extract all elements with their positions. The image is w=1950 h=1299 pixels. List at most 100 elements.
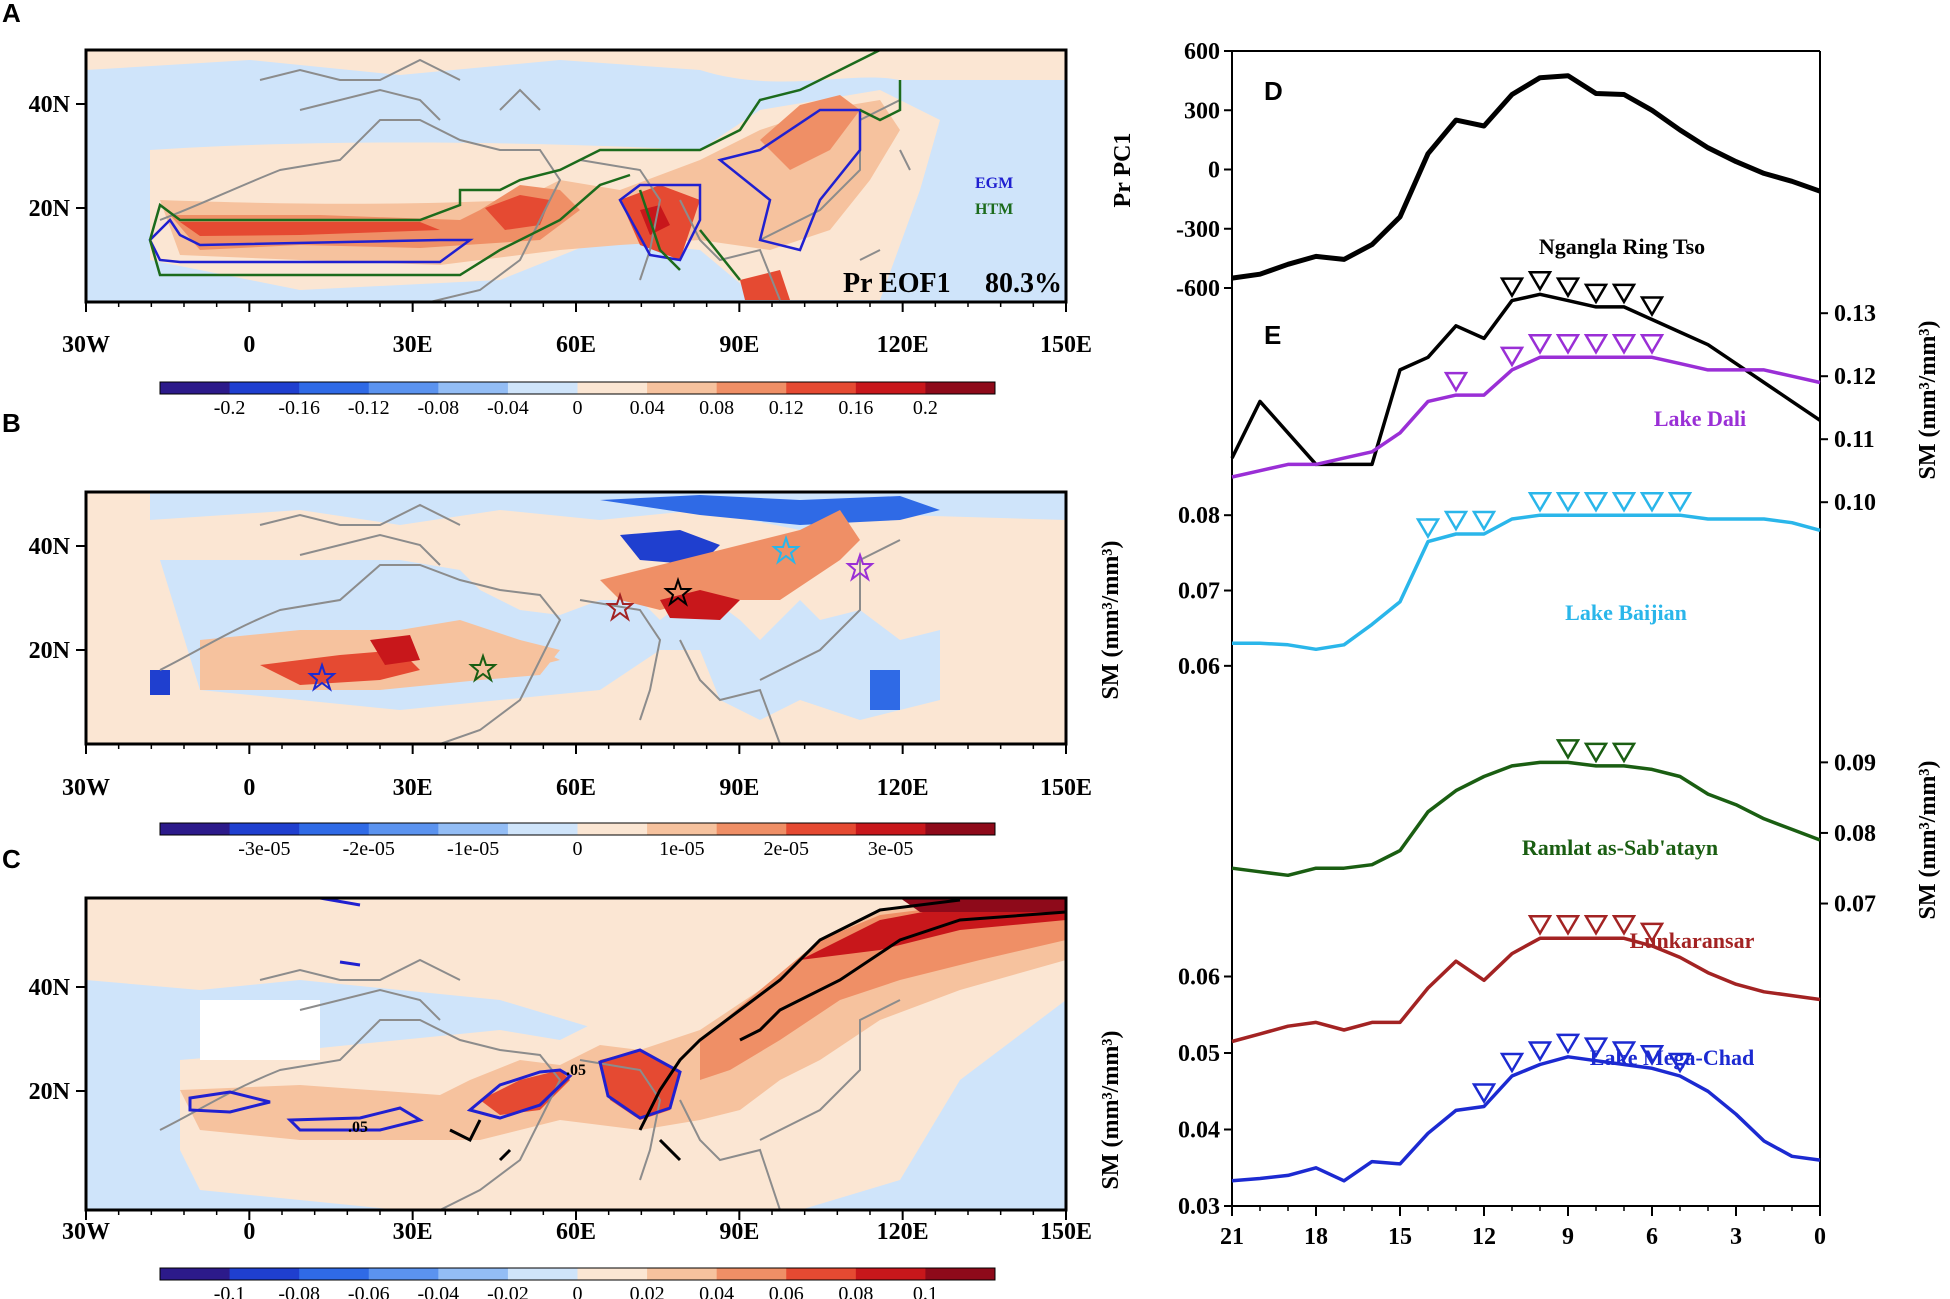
panel-e-peak-marker xyxy=(1667,1052,1693,1074)
panel-e-ytick-label: 0.13 xyxy=(1834,301,1876,327)
panel-e-ytick-label: 0.11 xyxy=(1834,427,1875,453)
map-a-axes: 30W 0 30E 60E 90E 120E 150E 40N 20N xyxy=(29,92,1092,358)
map-b-sudan-core xyxy=(370,635,420,665)
map-lon-tick-label: 0 xyxy=(243,775,255,801)
colorbar-tick-label: 0.04 xyxy=(630,397,665,419)
colorbar-outline xyxy=(159,1267,996,1281)
map-a-coastline xyxy=(159,99,911,302)
panel-e-peak-marker xyxy=(1527,491,1553,513)
colorbar-tick-label: -0.2 xyxy=(214,397,246,419)
map-a-north-band xyxy=(86,50,1066,82)
panel-e-peak-marker xyxy=(1583,334,1609,355)
colorbar-swatch xyxy=(925,1268,996,1280)
colorbar-tick-label: -0.1 xyxy=(214,1283,246,1299)
colorbar-swatch xyxy=(160,382,231,394)
map-lon-tick-label: 60E xyxy=(556,775,596,801)
map-lon-tick-label: 30E xyxy=(393,332,433,358)
colorbar-swatch xyxy=(786,823,857,835)
panel-e-series-label: Lake Baijian xyxy=(1565,600,1687,625)
colorbar-swatch xyxy=(925,823,996,835)
map-b-himalaya-core xyxy=(660,590,740,620)
colorbar-swatch xyxy=(229,382,300,394)
colorbar-swatch xyxy=(647,382,718,394)
colorbar-swatch xyxy=(507,382,578,394)
map-lat-tick-label: 20N xyxy=(29,196,71,222)
panel-d-ytick-label: 300 xyxy=(1184,98,1220,124)
map-c-contour-label-1: .05 xyxy=(348,1119,368,1136)
colorbar-swatch xyxy=(507,1268,578,1280)
map-c-coastline xyxy=(159,958,901,1210)
colorbar-swatch xyxy=(855,823,926,835)
panel-e-ytick-label: 0.07 xyxy=(1178,579,1220,605)
colorbar-tick-label: -0.16 xyxy=(278,397,320,419)
panel-e-ytick-label: 0.03 xyxy=(1178,1194,1220,1220)
colorbar-swatch xyxy=(438,823,509,835)
map-a-wet-arabia xyxy=(485,195,550,230)
colorbar-swatch xyxy=(438,382,509,394)
colorbar-tick-label: 0 xyxy=(573,838,583,860)
map-lon-tick-label: 60E xyxy=(556,1219,596,1245)
panel-d-series-line xyxy=(1231,73,1821,281)
map-c-blue-contour xyxy=(188,898,682,1132)
panel-e-xtick-label: 21 xyxy=(1220,1224,1244,1250)
map-c-axes: 30W 0 30E 60E 90E 120E 150E 40N 20N xyxy=(29,975,1092,1245)
map-a-egm-contour xyxy=(148,108,862,264)
panel-e-timeseries: E 21 18 15 12 9 6 3 0 0.13 0.12 0.11 0.10 SM (mm³/mm… xyxy=(1098,234,1941,1250)
colorbar-tick-label: 0 xyxy=(573,397,583,419)
panel-e-peak-marker xyxy=(1639,1045,1665,1066)
panel-d-ytick-label: 0 xyxy=(1208,158,1220,184)
map-lon-tick-label: 90E xyxy=(719,332,759,358)
colorbar-swatch xyxy=(716,382,787,394)
map-a-legend-egm: EGM xyxy=(975,175,1013,192)
panel-d-ylabel: Pr PC1 xyxy=(1110,133,1136,208)
map-lon-tick-label: 30W xyxy=(62,1219,110,1245)
map-a-field xyxy=(86,50,1066,302)
map-b-pacific-dry xyxy=(870,670,900,710)
panel-label-d: D xyxy=(1264,76,1283,106)
colorbar-swatch xyxy=(855,1268,926,1280)
panel-d-ytick-label: -600 xyxy=(1176,276,1220,302)
colorbar-tick-label: -0.08 xyxy=(417,397,459,419)
panel-e-peak-marker xyxy=(1443,510,1469,532)
panel-e-peak-marker xyxy=(1639,491,1665,513)
panel-e-ytick-label: 0.10 xyxy=(1834,490,1876,516)
panel-e-ytick-label: 0.12 xyxy=(1834,364,1876,390)
map-lat-tick-label: 40N xyxy=(29,534,71,560)
panel-e-peak-marker xyxy=(1471,510,1497,532)
colorbar-swatch xyxy=(368,1268,439,1280)
map-c-field xyxy=(86,898,1066,1210)
colorbar-tick-label: 0.02 xyxy=(630,1283,665,1299)
panel-e-series-label: Ramlat as-Sab'atayn xyxy=(1522,835,1718,860)
panel-e-xtick-label: 9 xyxy=(1562,1224,1574,1250)
star-lake-baijian xyxy=(771,534,801,565)
colorbar-tick-label: 0.12 xyxy=(769,397,804,419)
colorbar-tick-label: 2e-05 xyxy=(763,838,809,860)
panel-e-peak-marker xyxy=(1611,742,1637,764)
panel-e-series-line xyxy=(1230,292,1821,467)
colorbar-swatch xyxy=(229,823,300,835)
colorbar-tick-label: 0.08 xyxy=(699,397,734,419)
panel-e-peak-marker xyxy=(1583,915,1609,936)
panel-d-timeseries: D 600 300 0 -300 -600 Pr PC1 xyxy=(1110,39,1821,302)
panel-label-a: A xyxy=(2,0,21,28)
panel-e-ytick-label: 0.08 xyxy=(1178,503,1220,529)
colorbar-tick-label: 0.1 xyxy=(913,1283,938,1299)
colorbar-swatch xyxy=(716,1268,787,1280)
map-a-title-right: 80.3% xyxy=(985,268,1062,299)
panel-e-peak-marker xyxy=(1527,271,1553,292)
panel-label-b: B xyxy=(2,408,21,438)
map-b-site-stars xyxy=(307,534,875,692)
map-lon-tick-label: 30E xyxy=(393,775,433,801)
map-c-tibet-wet xyxy=(700,900,1066,1080)
panel-e-peak-marker xyxy=(1583,283,1609,305)
panel-e-series-line xyxy=(1231,355,1821,479)
panel-e-peak-marker xyxy=(1611,491,1637,513)
colorbar-swatch xyxy=(299,382,370,394)
map-b-himalaya-wet xyxy=(600,510,860,610)
panel-e-ytick-label: 0.06 xyxy=(1178,654,1220,680)
map-lat-tick-label: 20N xyxy=(29,1079,71,1105)
colorbar-tick-label: 0.2 xyxy=(913,397,938,419)
panel-e-series-line xyxy=(1231,1055,1821,1183)
map-lon-tick-label: 150E xyxy=(1040,1219,1092,1245)
